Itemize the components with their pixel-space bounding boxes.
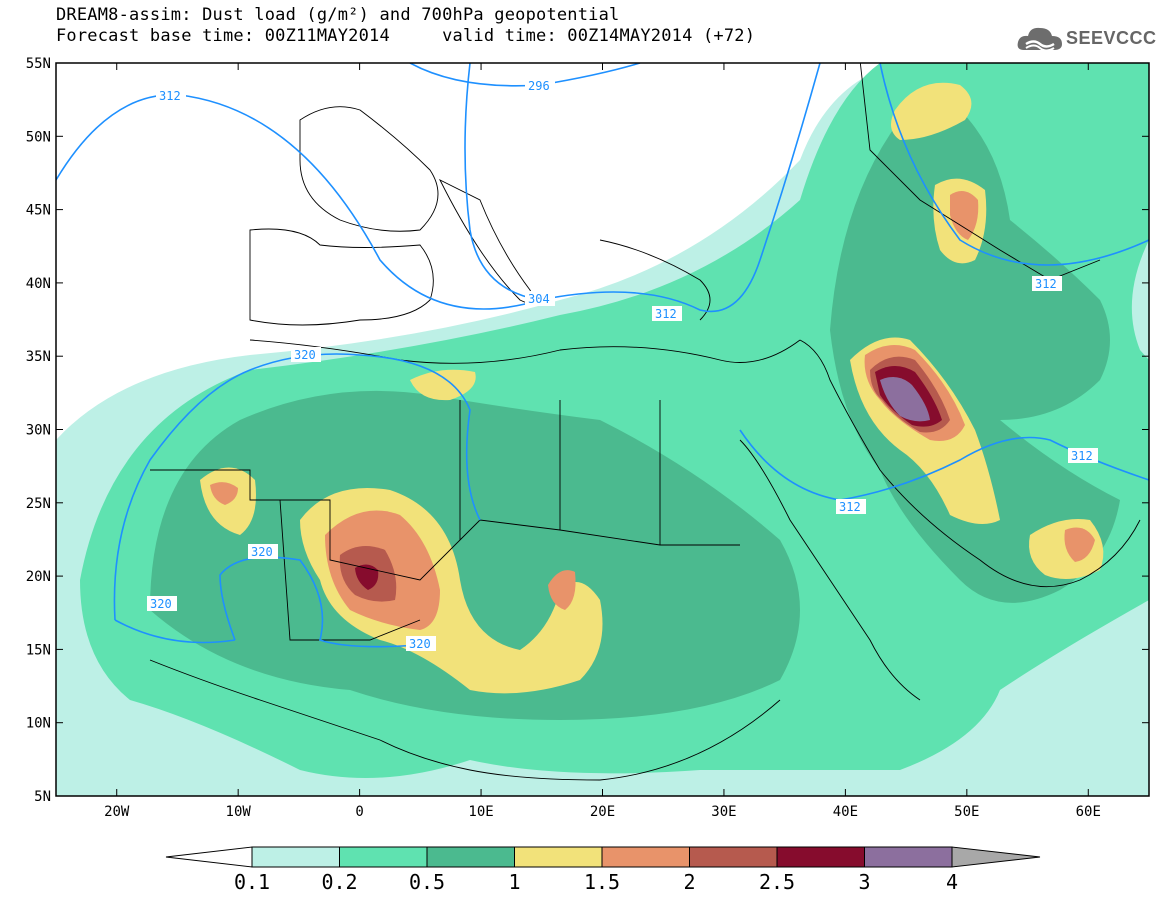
- lon-tick-label: 10W: [226, 804, 252, 820]
- lon-tick-label: 20E: [590, 804, 615, 820]
- contour-label: 320: [409, 637, 431, 651]
- forecast-time-line: Forecast base time: 00Z11MAY2014 valid t…: [56, 26, 756, 46]
- lon-tick-label: 50E: [954, 804, 979, 820]
- lat-tick-label: 5N: [34, 789, 51, 805]
- lat-tick-label: 45N: [26, 203, 51, 219]
- contour-label: 312: [159, 89, 181, 103]
- contour-label: 312: [1035, 277, 1057, 291]
- contour-label-group: 312 296 304 312 320 320 320 320 312 312 …: [147, 78, 1098, 651]
- lat-tick-label: 25N: [26, 496, 51, 512]
- lon-tick-label: 10E: [468, 804, 493, 820]
- contour-label: 320: [150, 597, 172, 611]
- logo-text: SEEVCCC: [1066, 28, 1157, 48]
- lon-tick-label: 20W: [104, 804, 130, 820]
- lat-tick-label: 50N: [26, 129, 51, 145]
- lon-tick-label: 0: [355, 804, 363, 820]
- colorbar-segment: [251, 846, 340, 868]
- colorbar-label: 3: [858, 870, 870, 894]
- lat-tick-label: 30N: [26, 423, 51, 439]
- seevccc-logo: SEEVCCC: [1016, 22, 1156, 56]
- colorbar-label: 0.2: [321, 870, 357, 894]
- colorbar-low-arrow: [165, 846, 253, 868]
- contour-label: 320: [294, 348, 316, 362]
- lat-tick-label: 35N: [26, 349, 51, 365]
- colorbar: 0.1 0.2 0.5 1 1.5 2 2.5 3 4: [165, 846, 1041, 894]
- lat-tick-label: 20N: [26, 569, 51, 585]
- latitude-axis: 55N 50N 45N 40N 35N 30N 25N 20N 15N 10N 5N: [26, 56, 1149, 805]
- colorbar-label: 0.5: [409, 870, 445, 894]
- colorbar-segment: [689, 846, 778, 868]
- map-title: DREAM8-assim: Dust load (g/m²) and 700hP…: [56, 5, 620, 25]
- colorbar-label: 0.1: [234, 870, 270, 894]
- lat-tick-label: 40N: [26, 276, 51, 292]
- colorbar-segment: [601, 846, 690, 868]
- cloud-logo-icon: [1017, 27, 1062, 52]
- lat-tick-label: 10N: [26, 716, 51, 732]
- contour-label: 312: [1071, 449, 1093, 463]
- colorbar-label: 2.5: [759, 870, 795, 894]
- colorbar-segment: [864, 846, 953, 868]
- colorbar-label: 1: [508, 870, 520, 894]
- lon-tick-label: 60E: [1076, 804, 1101, 820]
- colorbar-high-arrow: [951, 846, 1041, 868]
- colorbar-segment: [339, 846, 428, 868]
- lon-tick-label: 30E: [711, 804, 736, 820]
- lon-tick-label: 40E: [833, 804, 858, 820]
- contour-label: 320: [251, 545, 273, 559]
- longitude-axis: 20W 10W 0 10E 20E 30E 40E 50E 60E: [104, 63, 1101, 820]
- contour-label: 312: [839, 500, 861, 514]
- lat-tick-label: 15N: [26, 642, 51, 658]
- colorbar-label: 1.5: [584, 870, 620, 894]
- colorbar-segment: [426, 846, 515, 868]
- colorbar-segment: [514, 846, 603, 868]
- contour-label: 296: [528, 79, 550, 93]
- colorbar-label: 2: [683, 870, 695, 894]
- contour-label: 304: [528, 292, 550, 306]
- colorbar-segment: [776, 846, 865, 868]
- contour-label: 312: [655, 307, 677, 321]
- lat-tick-label: 55N: [26, 56, 51, 72]
- colorbar-label: 4: [946, 870, 958, 894]
- dust-field: [56, 63, 1149, 796]
